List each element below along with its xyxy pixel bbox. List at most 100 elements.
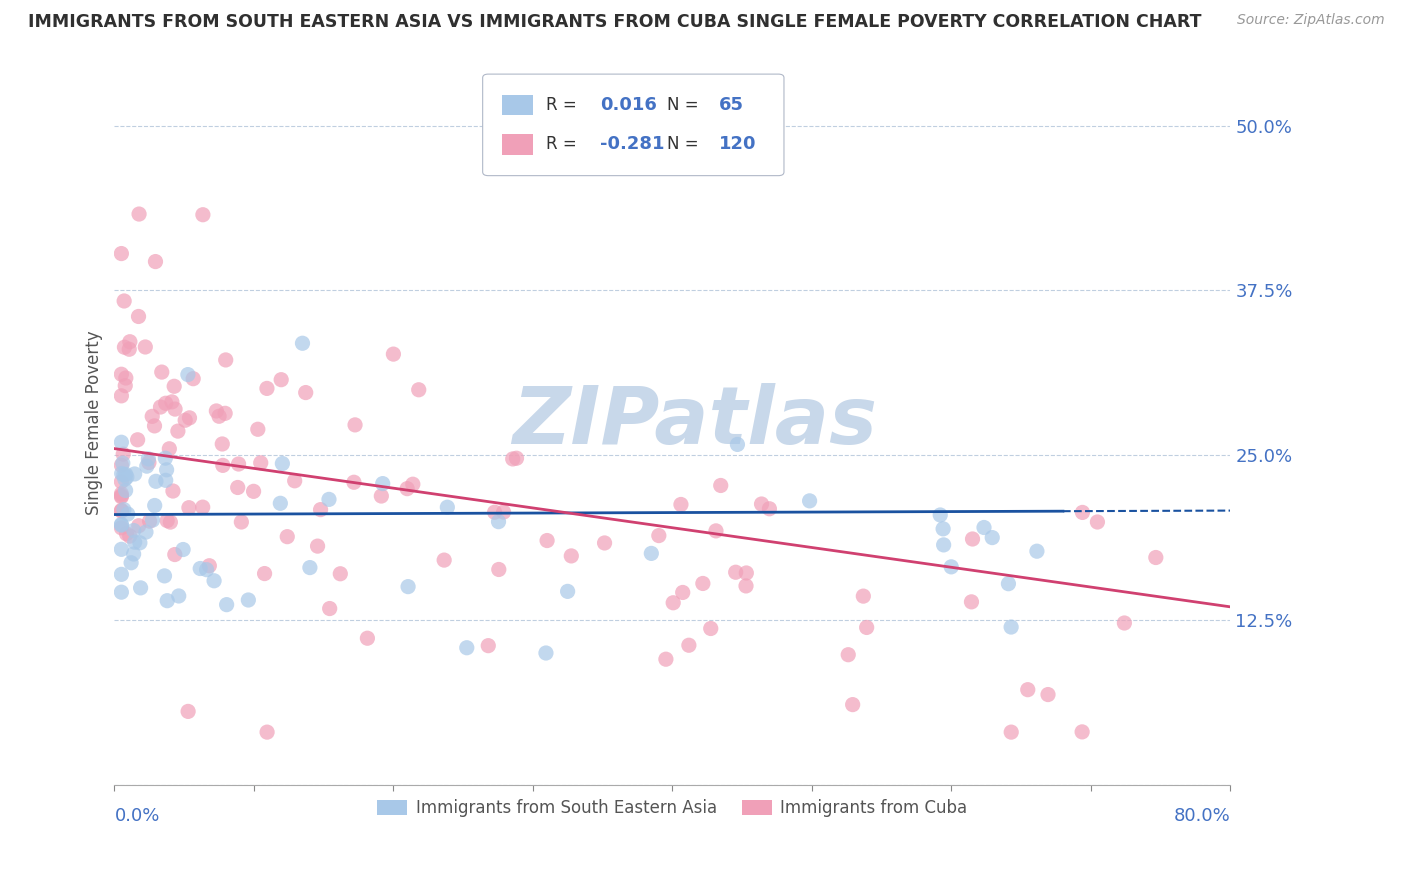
- Point: [118, 529, 141, 543]
- Point: [1114, 615, 1136, 630]
- Point: [370, 489, 392, 503]
- Point: [211, 458, 233, 473]
- Point: [110, 458, 132, 473]
- Point: [202, 574, 225, 588]
- Point: [841, 698, 863, 712]
- Point: [110, 475, 132, 489]
- Point: [318, 492, 340, 507]
- Point: [396, 482, 419, 496]
- Point: [932, 538, 955, 552]
- Point: [163, 379, 186, 393]
- Point: [215, 598, 238, 612]
- Point: [226, 481, 249, 495]
- Point: [356, 632, 378, 646]
- Point: [110, 521, 132, 535]
- Point: [179, 410, 201, 425]
- Point: [1000, 620, 1022, 634]
- Point: [118, 343, 141, 357]
- Point: [135, 459, 157, 474]
- Text: -0.281: -0.281: [600, 136, 665, 153]
- Point: [557, 584, 579, 599]
- Point: [758, 501, 780, 516]
- Point: [1071, 505, 1094, 519]
- Point: [704, 524, 727, 538]
- Point: [710, 478, 733, 492]
- Point: [112, 502, 135, 516]
- Point: [155, 396, 177, 410]
- Point: [270, 373, 292, 387]
- Point: [344, 417, 367, 432]
- Text: 120: 120: [720, 136, 756, 153]
- Point: [505, 451, 527, 466]
- Point: [488, 562, 510, 576]
- Point: [135, 524, 157, 539]
- Point: [143, 418, 166, 433]
- Point: [127, 433, 149, 447]
- Point: [191, 208, 214, 222]
- Point: [477, 639, 499, 653]
- Point: [981, 531, 1004, 545]
- Point: [167, 589, 190, 603]
- Point: [238, 593, 260, 607]
- Point: [678, 638, 700, 652]
- Point: [112, 447, 135, 461]
- Point: [208, 409, 231, 424]
- Point: [246, 422, 269, 436]
- Point: [112, 467, 135, 482]
- Point: [110, 246, 132, 260]
- Point: [724, 566, 747, 580]
- Point: [110, 518, 132, 533]
- Point: [256, 725, 278, 739]
- Point: [502, 452, 524, 467]
- Point: [110, 389, 132, 403]
- Point: [177, 705, 200, 719]
- Point: [973, 520, 995, 534]
- Point: [1017, 682, 1039, 697]
- Point: [111, 467, 134, 481]
- Point: [700, 622, 723, 636]
- Text: 0.016: 0.016: [600, 96, 657, 114]
- Point: [269, 496, 291, 510]
- Point: [433, 553, 456, 567]
- Point: [114, 467, 136, 482]
- Text: 80.0%: 80.0%: [1174, 806, 1230, 824]
- Point: [174, 413, 197, 427]
- Point: [488, 515, 510, 529]
- Point: [536, 533, 558, 548]
- Point: [138, 514, 160, 528]
- Text: Source: ZipAtlas.com: Source: ZipAtlas.com: [1237, 13, 1385, 28]
- Point: [456, 640, 478, 655]
- Point: [114, 483, 136, 498]
- Point: [188, 561, 211, 575]
- FancyBboxPatch shape: [482, 74, 785, 176]
- Point: [655, 652, 678, 666]
- Point: [150, 365, 173, 379]
- Point: [117, 507, 139, 521]
- Point: [110, 585, 132, 599]
- Point: [294, 385, 316, 400]
- Point: [124, 535, 146, 549]
- Point: [228, 457, 250, 471]
- Point: [134, 340, 156, 354]
- Point: [725, 437, 748, 451]
- Point: [1036, 688, 1059, 702]
- Point: [997, 576, 1019, 591]
- Point: [110, 567, 132, 582]
- Point: [110, 490, 132, 504]
- Point: [128, 536, 150, 550]
- Point: [149, 400, 172, 414]
- Point: [143, 499, 166, 513]
- Point: [534, 646, 557, 660]
- Point: [231, 515, 253, 529]
- Point: [118, 334, 141, 349]
- Text: IMMIGRANTS FROM SOUTH EASTERN ASIA VS IMMIGRANTS FROM CUBA SINGLE FEMALE POVERTY: IMMIGRANTS FROM SOUTH EASTERN ASIA VS IM…: [28, 13, 1202, 31]
- FancyBboxPatch shape: [502, 95, 533, 115]
- Point: [155, 451, 177, 466]
- Point: [852, 589, 875, 603]
- Point: [837, 648, 859, 662]
- Point: [155, 473, 177, 487]
- Point: [692, 576, 714, 591]
- Point: [122, 547, 145, 561]
- Point: [307, 539, 329, 553]
- Point: [110, 504, 132, 518]
